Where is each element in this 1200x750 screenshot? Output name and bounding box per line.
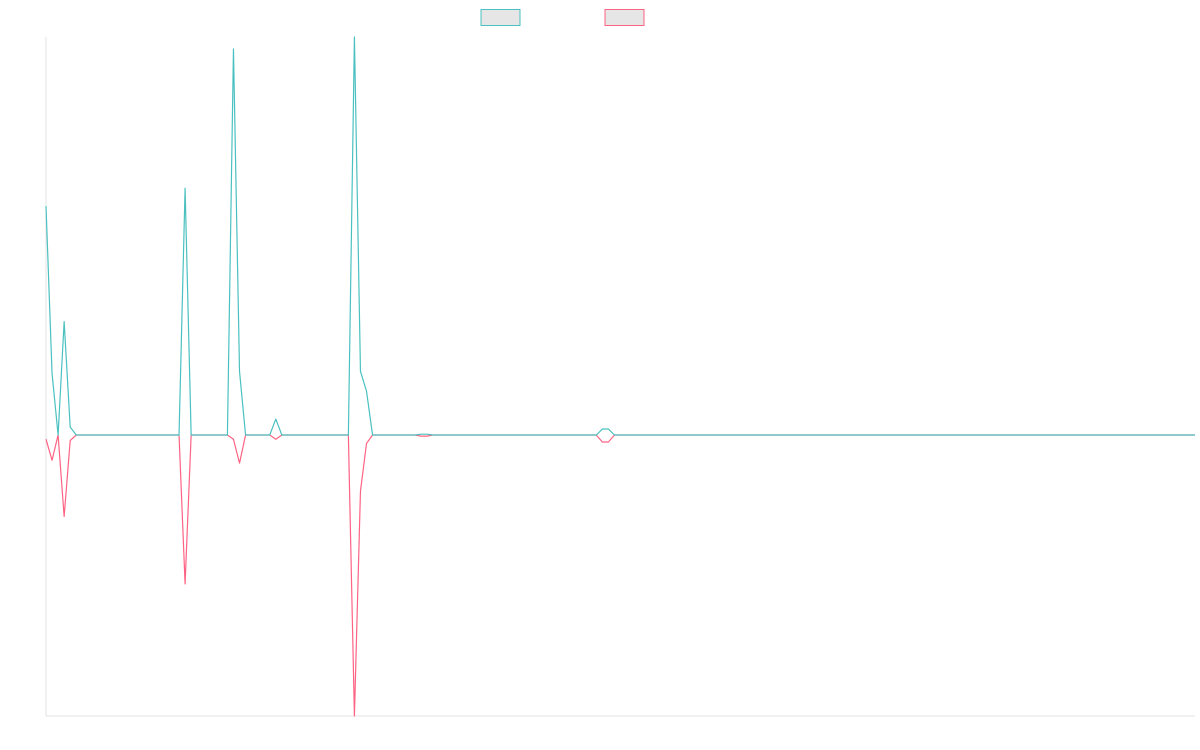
axes (45, 37, 1195, 717)
legend-swatch-2[interactable] (604, 9, 645, 26)
legend-swatch-1[interactable] (480, 9, 521, 26)
series-line-2 (45, 434, 1195, 717)
series-line-1 (45, 36, 1195, 436)
series-lines (45, 36, 1195, 717)
legend (480, 9, 645, 26)
